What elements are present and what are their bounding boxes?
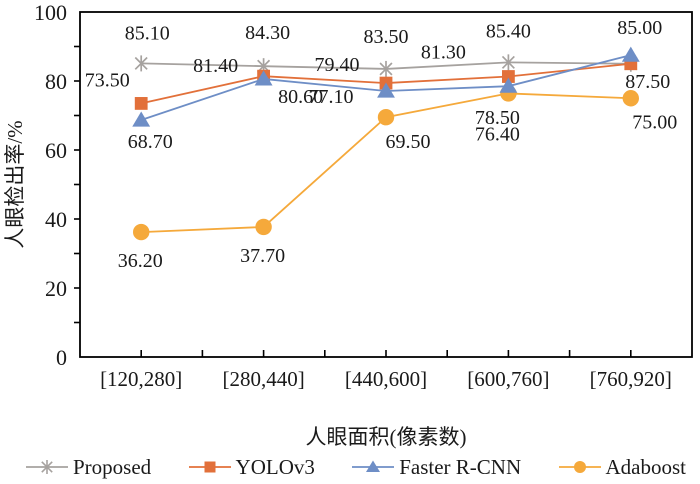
x-tick-label: [440,600] <box>345 367 427 391</box>
data-point-label: 80.60 <box>278 86 323 108</box>
y-tick-label: 0 <box>56 345 67 370</box>
data-point-label: 81.30 <box>421 42 466 64</box>
legend-label: Adaboost <box>605 454 687 479</box>
y-tick-label: 40 <box>45 207 67 232</box>
data-point-marker <box>379 60 393 77</box>
data-point-label: 77.10 <box>309 86 354 108</box>
chart-plot-area: 0 20 40 60 80 100 [120,280] [280,440] [440,600] [… <box>3 0 693 449</box>
data-point-label: 75.00 <box>632 111 677 133</box>
data-point-label: 87.50 <box>625 71 670 93</box>
data-point-marker <box>499 77 518 93</box>
x-tick-label: [600,760] <box>467 367 549 391</box>
data-point-label: 76.40 <box>475 123 520 145</box>
data-point-marker <box>133 223 150 241</box>
triangle-marker-icon <box>352 460 395 472</box>
series-faster-r-cnn <box>132 46 640 127</box>
data-point-marker <box>255 218 272 236</box>
data-point-label: 85.00 <box>617 17 662 39</box>
y-axis-title: 人眼检出率/% <box>3 120 27 248</box>
data-point-marker <box>377 82 395 98</box>
data-point-label: 69.50 <box>386 131 431 153</box>
data-point-label: 85.40 <box>486 20 531 42</box>
data-point-label: 73.50 <box>85 69 130 91</box>
legend-item-proposed: Proposed <box>24 455 151 480</box>
x-axis-title: 人眼面积(像素数) <box>306 425 467 449</box>
data-point-marker <box>622 90 639 107</box>
data-point-label: 36.20 <box>118 250 163 272</box>
data-point-label: 37.70 <box>240 245 285 267</box>
circle-marker-icon <box>558 461 601 473</box>
square-marker-icon <box>188 461 231 473</box>
data-point-marker <box>134 55 148 72</box>
data-point-label: 79.40 <box>315 54 360 76</box>
y-tick-label: 20 <box>45 276 67 301</box>
legend-label: YOLOv3 <box>235 454 315 479</box>
data-point-label: 81.40 <box>193 55 238 77</box>
data-point-label: 85.10 <box>125 22 170 44</box>
chart-legend: Proposed YOLOv3 Faster R-CNN Adaboost <box>0 450 700 484</box>
x-tick-label: [760,920] <box>590 367 672 391</box>
x-tick-label: [280,440] <box>222 367 304 391</box>
legend-item-adaboost: Adaboost <box>557 454 687 480</box>
data-point-marker <box>134 97 148 110</box>
legend-label: Proposed <box>73 454 152 479</box>
data-point-label: 68.70 <box>128 131 173 153</box>
x-tick-label: [120,280] <box>100 367 182 391</box>
legend-item-faster-rcnn: Faster R-CNN <box>350 455 521 480</box>
asterisk-marker-icon <box>26 460 68 474</box>
y-tick-label: 60 <box>45 138 67 163</box>
data-point-marker <box>132 111 151 127</box>
data-point-marker <box>502 70 515 83</box>
data-point-label: 83.50 <box>364 26 409 48</box>
legend-label: Faster R-CNN <box>399 454 522 479</box>
data-point-marker <box>501 54 515 71</box>
data-point-marker <box>254 70 273 86</box>
series-adaboost <box>133 85 639 241</box>
data-point-marker <box>621 46 640 62</box>
data-point-label: 84.30 <box>245 22 290 44</box>
y-tick-label: 100 <box>34 0 67 25</box>
data-point-label: 78.50 <box>475 107 520 129</box>
legend-item-yolov3: YOLOv3 <box>187 455 315 480</box>
y-tick-label: 80 <box>45 69 67 94</box>
data-point-marker <box>377 109 395 126</box>
